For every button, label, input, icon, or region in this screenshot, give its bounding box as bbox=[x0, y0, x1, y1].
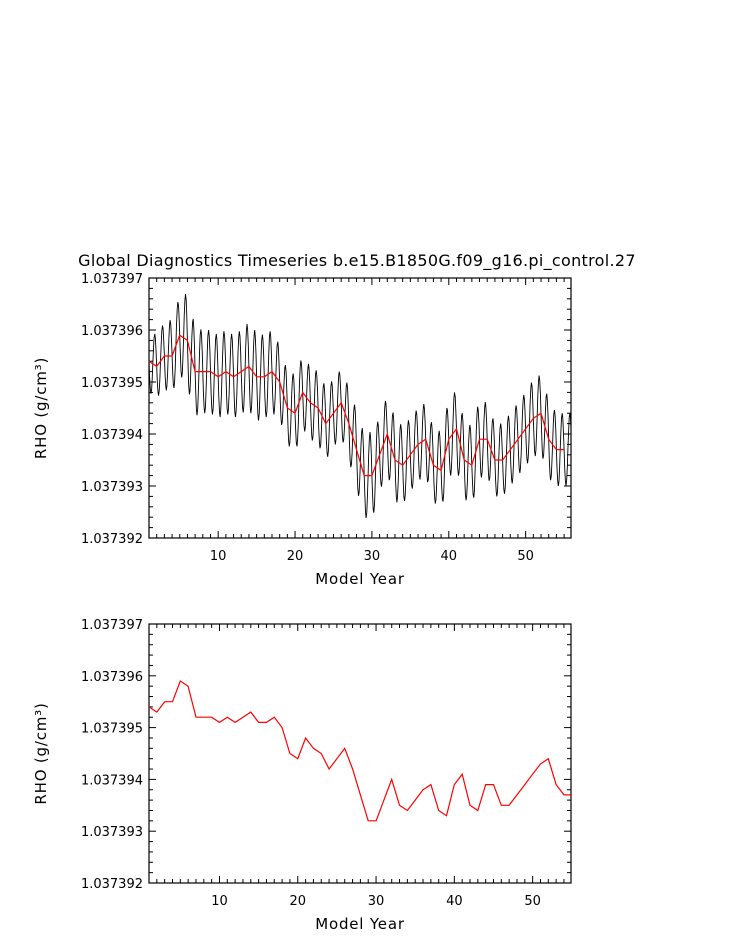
chart-top: 10 20 30 40 50 1.037392 1.037393 1.037394 1.0373… bbox=[32, 272, 572, 588]
x-tick-label: 20 bbox=[287, 549, 304, 564]
x-tick-label: 50 bbox=[517, 549, 534, 564]
plot-frame bbox=[148, 623, 572, 884]
y-tick-label: 1.037394 bbox=[81, 773, 143, 788]
x-tick-label: 40 bbox=[446, 894, 463, 909]
y-axis-label: RHO (g/cm³) bbox=[32, 357, 50, 459]
x-tick-label: 20 bbox=[289, 894, 306, 909]
y-tick-label: 1.037395 bbox=[81, 722, 143, 737]
y-tick-label: 1.037395 bbox=[81, 376, 143, 391]
x-tick-label: 40 bbox=[441, 549, 458, 564]
x-tick-label: 30 bbox=[368, 894, 385, 909]
y-tick-label: 1.037393 bbox=[81, 480, 143, 495]
x-tick-label: 10 bbox=[211, 894, 228, 909]
x-tick-label: 10 bbox=[210, 549, 227, 564]
y-tick-label: 1.037397 bbox=[81, 272, 143, 287]
x-axis-label: Model Year bbox=[315, 915, 405, 933]
x-axis-label: Model Year bbox=[315, 570, 405, 588]
y-tick-label: 1.037393 bbox=[81, 825, 143, 840]
y-tick-label: 1.037392 bbox=[81, 532, 143, 547]
series-line-annual bbox=[148, 680, 572, 822]
y-tick-label: 1.037396 bbox=[81, 324, 143, 339]
x-tick-label: 30 bbox=[364, 549, 381, 564]
series-line-monthly bbox=[148, 294, 572, 518]
series-line-annual bbox=[148, 334, 565, 477]
y-axis-label: RHO (g/cm³) bbox=[32, 702, 50, 804]
plot-frame bbox=[148, 277, 572, 539]
chart-bottom: 10 20 30 40 50 1.037392 1.037393 1.037394 1.0373… bbox=[32, 618, 572, 933]
y-tick-label: 1.037396 bbox=[81, 670, 143, 685]
y-tick-label: 1.037397 bbox=[81, 618, 143, 633]
x-tick-label: 50 bbox=[524, 894, 541, 909]
y-tick-label: 1.037394 bbox=[81, 428, 143, 443]
y-tick-label: 1.037392 bbox=[81, 877, 143, 892]
page-title: Global Diagnostics Timeseries b.e15.B185… bbox=[78, 251, 636, 271]
